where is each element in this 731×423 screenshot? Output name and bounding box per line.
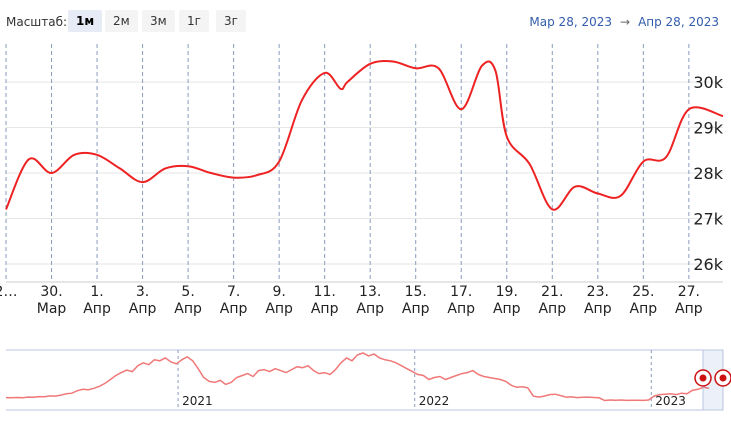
- navigator-year-label: 2023: [655, 394, 686, 408]
- x-tick-month: Апр: [402, 301, 430, 317]
- x-tick-month: Апр: [584, 301, 612, 317]
- x-tick-month: Апр: [447, 301, 475, 317]
- series-line-btc: [5, 60, 724, 211]
- y-tick-label: 28k: [693, 164, 723, 183]
- x-tick-day: 21.: [541, 284, 563, 300]
- x-tick-day: 9.: [272, 284, 285, 300]
- x-tick-month: Апр: [675, 301, 703, 317]
- x-tick-day: 15.: [405, 284, 427, 300]
- range-arrow-icon: →: [620, 15, 631, 29]
- y-tick-label: 30k: [693, 73, 723, 92]
- navigator-handle-dot: [719, 374, 727, 382]
- x-tick-month: Апр: [220, 301, 248, 317]
- x-tick-day: 19.: [496, 284, 518, 300]
- y-tick-label: 29k: [693, 119, 723, 138]
- navigator-year-label: 2022: [419, 394, 450, 408]
- x-tick-day: 25.: [632, 284, 654, 300]
- x-tick-month: Апр: [493, 301, 521, 317]
- x-tick-month: Апр: [174, 301, 202, 317]
- x-tick-month: Апр: [129, 301, 157, 317]
- x-tick-day: 11.: [314, 284, 336, 300]
- grid: [6, 81, 723, 283]
- x-tick-month: Мар: [37, 301, 67, 317]
- x-tick-day: 23.: [587, 284, 609, 300]
- zoom-1y-button[interactable]: 1г: [179, 10, 209, 32]
- x-tick-month: Апр: [265, 301, 293, 317]
- y-tick-label: 26k: [693, 255, 723, 274]
- x-tick-month: Апр: [311, 301, 339, 317]
- y-tick-label: 27k: [693, 210, 723, 229]
- x-tick-day: 1.: [90, 284, 103, 300]
- zoom-3y-button[interactable]: 3г: [216, 10, 246, 32]
- x-tick-day: 5.: [181, 284, 194, 300]
- date-grid-lines: [5, 44, 690, 282]
- x-tick-day: 3.: [136, 284, 149, 300]
- zoom-3m-button[interactable]: 3м: [142, 10, 175, 32]
- navigator-handle-dot: [699, 374, 707, 382]
- y-axis-labels: 26k 27k 28k 29k 30k: [693, 73, 723, 274]
- series-layer: [5, 60, 724, 211]
- x-tick-month: Апр: [83, 301, 111, 317]
- x-tick-day: 7.: [227, 284, 240, 300]
- range-selector: Масштаб: 1м 2м 3м 1г 3г Мар 28, 2023 → Апр…: [0, 10, 731, 34]
- zoom-1m-button[interactable]: 1м: [68, 10, 103, 32]
- range-from-date[interactable]: Мар 28, 2023: [529, 15, 612, 29]
- x-tick-month: Апр: [538, 301, 566, 317]
- x-tick-day: 17.: [450, 284, 472, 300]
- x-tick-day: 13.: [359, 284, 381, 300]
- range-to-date[interactable]: Апр 28, 2023: [638, 15, 719, 29]
- navigator-series-line: [5, 352, 710, 402]
- x-tick-day: 27.: [678, 284, 700, 300]
- date-range: Мар 28, 2023 → Апр 28, 2023: [529, 15, 719, 29]
- x-tick-month: Апр: [356, 301, 384, 317]
- x-tick-day: 30.: [40, 284, 62, 300]
- x-axis-labels: 2…30.Мар1.Апр3.Апр5.Апр7.Апр9.Апр11.Апр1…: [0, 284, 703, 317]
- zoom-2m-button[interactable]: 2м: [105, 10, 138, 32]
- x-tick-day: 2…: [0, 284, 17, 300]
- navigator-year-label: 2021: [182, 394, 213, 408]
- zoom-label: Масштаб:: [6, 15, 68, 29]
- x-tick-month: Апр: [630, 301, 658, 317]
- navigator[interactable]: 2021 2022 2023: [5, 349, 731, 411]
